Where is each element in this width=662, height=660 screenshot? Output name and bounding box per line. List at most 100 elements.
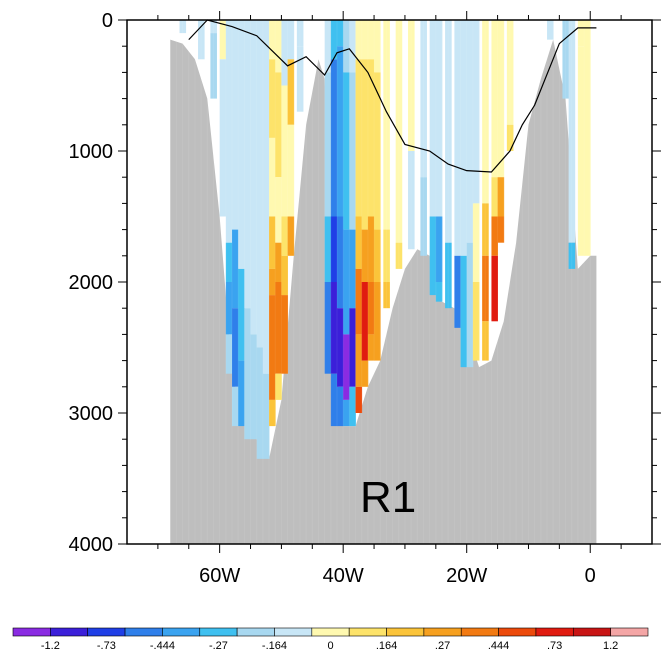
- heatmap-cell-30-0: [435, 20, 443, 217]
- heatmap-cell-21-4: [355, 334, 363, 387]
- colorbar-label: -.164: [262, 640, 287, 652]
- heatmap-cell-10-0: [262, 20, 270, 374]
- heatmap-cell-23-2: [367, 216, 375, 282]
- y-tick-label: 2000: [69, 272, 114, 294]
- heatmap-cell-10-1: [262, 373, 270, 459]
- heatmap-cell-9-1: [256, 347, 264, 459]
- heatmap-cell-11-0: [269, 20, 276, 60]
- colorbar-label: .73: [547, 640, 562, 652]
- heatmap-cell-5-1: [232, 229, 239, 309]
- heatmap-cell-19-1: [343, 72, 350, 230]
- heatmap-cell-20-3: [349, 308, 356, 387]
- colorbar-swatch: [236, 627, 275, 637]
- y-tick-label: 3000: [69, 403, 114, 425]
- heatmap-cell-36-1: [482, 203, 489, 256]
- heatmap-cell-7-1: [244, 308, 251, 440]
- heatmap-cell-37-0: [491, 20, 498, 178]
- heatmap-cell-16-1: [324, 72, 332, 217]
- heatmap-cell-36-0: [482, 20, 489, 204]
- heatmap-cell-27-0: [408, 20, 415, 151]
- x-tick-label: 60W: [199, 565, 240, 587]
- heatmap-cell-4-2: [225, 282, 233, 335]
- heatmap-cell-2-0: [210, 20, 217, 34]
- x-tick-label: 40W: [323, 565, 364, 587]
- heatmap-cell-33-0: [460, 20, 468, 256]
- heatmap-cell-12-0: [275, 20, 282, 73]
- heatmap-cell-7-0: [244, 20, 251, 309]
- colorbar-label: -.73: [97, 640, 116, 652]
- heatmap-cell-37-2: [491, 216, 498, 256]
- heatmap-cell-11-1: [269, 59, 276, 138]
- heatmap-cell-13-4: [281, 295, 288, 374]
- heatmap-cell-12-3: [275, 242, 282, 282]
- heatmap-cell-18-0: [337, 20, 344, 47]
- heatmap-cell-16-0: [324, 20, 332, 73]
- heatmap-cell-14-1: [287, 59, 295, 125]
- heatmap-cell-32-0: [454, 20, 461, 256]
- heatmap-cell-13-2: [281, 216, 288, 256]
- colorbar-label: -.444: [150, 640, 175, 652]
- heatmap-cell-9-0: [256, 20, 264, 348]
- heatmap-cell-17-2: [330, 216, 338, 282]
- heatmap-cell-29-0: [429, 20, 437, 217]
- heatmap-cell-32-1: [454, 255, 461, 328]
- heatmap-cell-11-5: [269, 295, 276, 400]
- colorbar-swatch: [87, 627, 126, 637]
- heatmap-cell-12-5: [275, 373, 282, 400]
- heatmap-cell-31-0: [445, 20, 452, 243]
- heatmap-cell-11-2: [269, 137, 276, 217]
- heatmap-cell-42-2: [568, 242, 576, 269]
- heatmap-cell-22-3: [361, 282, 369, 361]
- heatmap-cell-21-0: [355, 20, 363, 60]
- heatmap-cell-28-0: [420, 20, 427, 178]
- land-mask: [170, 39, 597, 545]
- heatmap-cell-28-1: [420, 177, 427, 256]
- plot-area: [127, 19, 652, 545]
- heatmap-cell-35-1: [472, 203, 480, 282]
- heatmap-cell-1-0: [198, 20, 205, 60]
- colorbar-label: 0: [327, 640, 333, 652]
- heatmap-cell-2-1: [210, 33, 217, 99]
- colorbar-swatch: [423, 627, 462, 637]
- heatmap-cell-20-4: [349, 386, 356, 427]
- heatmap-cell-20-2: [349, 229, 356, 309]
- heatmap-cell-21-5: [355, 386, 363, 413]
- heatmap-cell-27-1: [408, 151, 415, 250]
- axes: 60W 40W 20W 0 0 1000 2000 3000 4000: [69, 10, 661, 587]
- heatmap-cell-41-0: [562, 20, 570, 99]
- heatmap-cell-18-1: [337, 46, 344, 217]
- heatmap-cell-44-0: [584, 20, 591, 256]
- heatmap-cell-17-4: [330, 373, 338, 427]
- colorbar-swatch: [572, 627, 611, 637]
- heatmap-cell-13-3: [281, 255, 288, 296]
- heatmap-cell-24-2: [374, 229, 381, 282]
- heatmap-cell-22-0: [361, 20, 369, 60]
- heatmap-cell-30-2: [435, 282, 443, 302]
- heatmap-cell-0-0: [179, 20, 187, 34]
- heatmap-cell-19-2: [343, 229, 350, 335]
- heatmap-cell-14-3: [287, 216, 295, 256]
- heatmap-cell-19-4: [343, 399, 350, 427]
- colorbar-swatch: [311, 627, 350, 637]
- heatmap-cell-5-2: [232, 308, 239, 387]
- colorbar-swatch: [386, 627, 425, 637]
- heatmap-cell-36-3: [482, 321, 489, 361]
- heatmap-cell-6-0: [238, 20, 245, 269]
- heatmap-cell-6-1: [238, 268, 245, 361]
- heatmap-cell-13-0: [281, 20, 288, 86]
- heatmap-cell-19-0: [343, 20, 350, 73]
- heatmap-cell-24-0: [374, 20, 381, 73]
- heatmap-cell-40-0: [547, 20, 554, 40]
- heatmap-cell-29-1: [429, 216, 437, 296]
- heatmap-cell-12-2: [275, 177, 282, 243]
- heatmap-cell-21-3: [355, 268, 363, 335]
- heatmap-cell-22-2: [361, 229, 369, 282]
- heatmap-cell-16-2: [324, 216, 332, 282]
- heatmap-cell-26-1: [395, 242, 403, 269]
- heatmap-cell-8-0: [250, 20, 258, 335]
- heatmap-cell-12-4: [275, 282, 282, 374]
- heatmap-cell-14-0: [287, 20, 295, 60]
- colorbar-label: .27: [435, 640, 450, 652]
- heatmap-cell-39-0: [506, 20, 514, 125]
